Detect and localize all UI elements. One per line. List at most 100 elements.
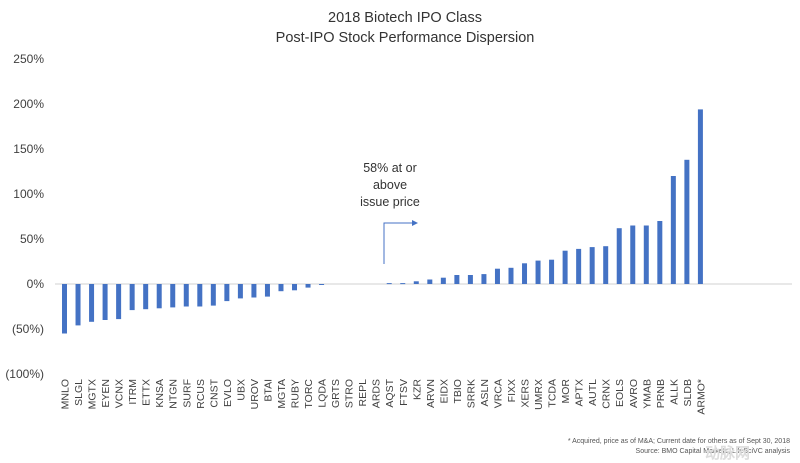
x-tick-label: PRNB — [655, 379, 667, 408]
x-tick-label: ETTX — [141, 379, 153, 406]
y-tick-label: 150% — [13, 142, 44, 156]
x-tick-label: TBIO — [452, 379, 464, 404]
y-tick-label: 100% — [13, 187, 44, 201]
bar-vcnx — [116, 284, 122, 320]
y-tick-label: (100%) — [5, 367, 44, 381]
bar-umrx — [535, 260, 541, 284]
x-tick-label: UROV — [249, 379, 261, 409]
x-tick-label: FTSV — [398, 379, 410, 406]
bar-aptx — [576, 248, 582, 284]
x-tick-label: AUTL — [587, 379, 599, 406]
bar-ettx — [143, 284, 149, 310]
x-tick-label: MNLO — [60, 379, 72, 409]
bar-arvn — [427, 279, 433, 284]
bar-avro — [630, 225, 636, 284]
y-tick-label: 200% — [13, 97, 44, 111]
x-tick-label: TORC — [303, 379, 315, 409]
bar-evlo — [224, 284, 230, 302]
x-tick-label: EIDX — [438, 379, 450, 404]
x-tick-label: NTGN — [168, 379, 180, 409]
x-tick-label: ITRM — [127, 379, 139, 405]
x-tick-label: KZR — [411, 379, 423, 400]
x-tick-label: MGTA — [276, 379, 288, 409]
bar-ntgn — [170, 284, 176, 308]
x-tick-label: MGTX — [87, 379, 99, 409]
x-tick-label: ARDS — [371, 379, 383, 408]
bar-ubx — [237, 284, 243, 299]
bar-btai — [264, 284, 270, 297]
chart-title: 2018 Biotech IPO Class — [328, 10, 482, 26]
annotation-line-1: 58% at or — [363, 161, 417, 175]
bar-autl — [589, 247, 595, 284]
bar-allk — [670, 176, 676, 284]
y-tick-label: (50%) — [12, 322, 44, 336]
x-tick-label: APTX — [574, 379, 586, 406]
x-tick-label: EYEN — [100, 379, 112, 408]
y-axis: (100%) (50%) 0% 50% 100% 150% 200% 250% — [5, 52, 44, 381]
bar-prnb — [657, 221, 663, 284]
x-tick-label: UMRX — [533, 379, 545, 410]
bar-fixx — [508, 267, 514, 284]
bar-lqda — [319, 284, 325, 285]
bar-xers — [522, 263, 528, 284]
bar-eols — [616, 228, 622, 284]
bar-asln — [481, 274, 487, 284]
x-tick-label: RCUS — [195, 379, 207, 409]
bar-ftsv — [400, 283, 406, 285]
bar-mnlo — [62, 284, 67, 334]
x-tick-label: EOLS — [614, 379, 626, 407]
annotation-arrow — [383, 222, 414, 264]
bar-rcus — [197, 284, 203, 307]
bar-mgta — [278, 284, 284, 292]
x-tick-label: ALLK — [668, 379, 680, 405]
bar-crnx — [603, 246, 609, 284]
bar-aqst — [386, 283, 392, 285]
annotation-line-3: issue price — [360, 195, 420, 209]
bar-mgtx — [89, 284, 95, 322]
bar-vrca — [494, 268, 500, 284]
x-tick-label: SLGL — [73, 379, 85, 406]
bar-slgl — [75, 284, 81, 326]
x-tick-label: YMAB — [641, 379, 653, 409]
x-tick-label: FIXX — [506, 379, 518, 402]
x-tick-label: UBX — [235, 379, 247, 401]
x-tick-label: KNSA — [154, 379, 166, 408]
bar-ruby — [292, 284, 298, 291]
x-tick-label: XERS — [520, 379, 532, 408]
bar-surf — [183, 284, 189, 307]
chart-subtitle: Post-IPO Stock Performance Dispersion — [276, 30, 535, 46]
bar-itrm — [129, 284, 135, 311]
x-tick-label: AVRO — [628, 379, 640, 408]
x-tick-label: ARMO* — [695, 379, 707, 415]
footnote-2: Source: BMO Capital Markets, LifeSciVC a… — [636, 448, 791, 455]
x-tick-label: SLDB — [682, 379, 694, 406]
x-tick-label: SRRK — [465, 379, 477, 408]
x-tick-label: BTAI — [262, 379, 274, 402]
bar-eidx — [440, 277, 446, 284]
x-tick-label: AQST — [384, 378, 396, 407]
x-tick-label: MOR — [560, 379, 572, 404]
y-tick-label: 50% — [20, 232, 44, 246]
x-tick-label: EVLO — [222, 379, 234, 407]
x-tick-label: STRO — [344, 379, 356, 408]
bars — [62, 109, 703, 334]
y-tick-label: 250% — [13, 52, 44, 66]
bar-urov — [251, 284, 257, 298]
x-tick-label: GRTS — [330, 379, 342, 408]
x-tick-label: CRNX — [601, 379, 613, 409]
bar-armo — [697, 109, 703, 285]
annotation-arrowhead-icon — [412, 220, 418, 226]
bar-tbio — [454, 275, 460, 284]
bar-mor — [562, 250, 568, 284]
watermark: 动脉网 — [705, 444, 750, 462]
bar-kzr — [413, 281, 419, 284]
y-tick-label: 0% — [27, 277, 45, 291]
x-tick-label: REPL — [357, 379, 369, 407]
x-tick-label: VCNX — [114, 379, 126, 408]
bar-knsa — [156, 284, 162, 309]
x-tick-label: VRCA — [492, 379, 504, 408]
bar-tcda — [549, 259, 555, 284]
x-tick-label: ASLN — [479, 379, 491, 406]
x-tick-label: ARVN — [425, 379, 437, 408]
